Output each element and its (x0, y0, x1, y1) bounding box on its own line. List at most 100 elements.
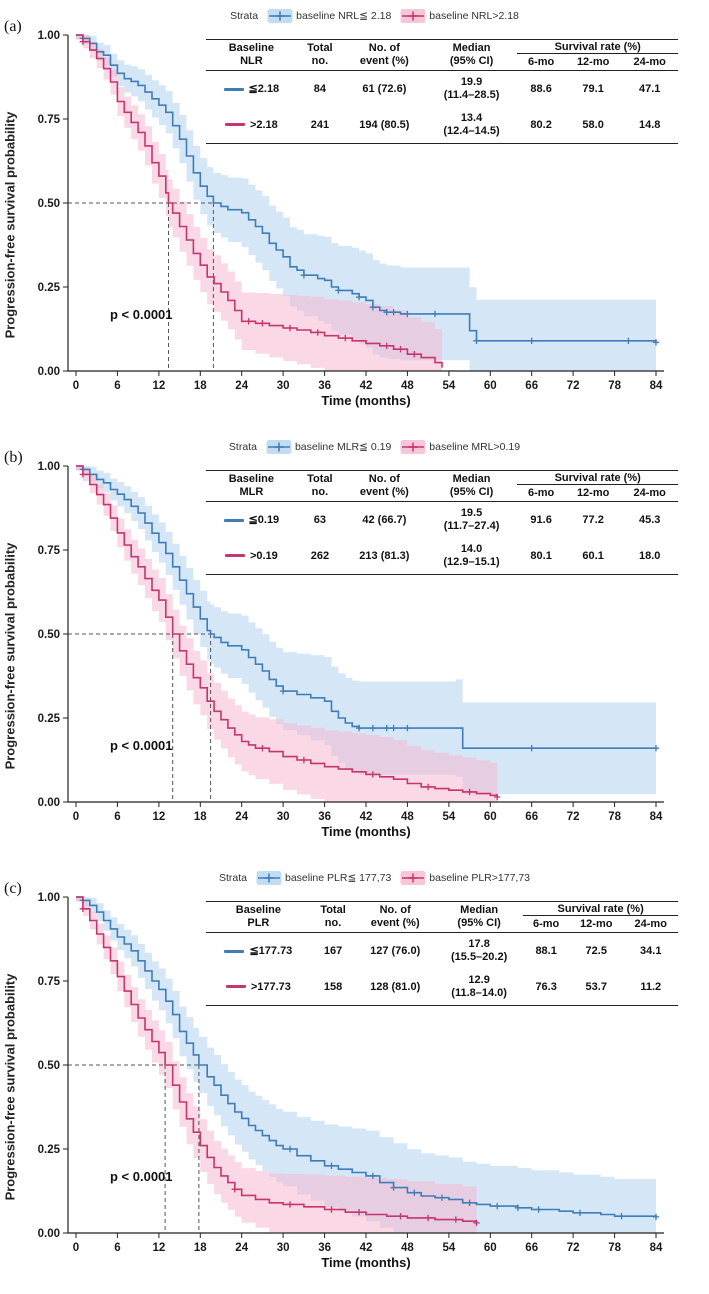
col-header-total: Total no. (320, 904, 346, 929)
summary-table-b: Baseline MLR Total no. No. of event (%) … (206, 470, 678, 575)
km-plot-a: 0 6 12 18 24 30 36 42 48 54 60 66 72 78 84 0.00 0.25 0.50… (38, 30, 664, 408)
col-header-24mo: 24-mo (634, 917, 667, 930)
svg-text:72: 72 (567, 380, 580, 392)
svg-text:0.50: 0.50 (38, 1060, 60, 1072)
events-cell: 194 (80.5) (359, 118, 410, 131)
survival-6mo-cell: 91.6 (530, 513, 552, 526)
col-header-baseline: Baseline MLR (228, 473, 274, 498)
svg-text:24: 24 (235, 1242, 248, 1254)
threshold-cell: >0.19 (206, 538, 297, 574)
svg-text:84: 84 (650, 380, 663, 392)
svg-text:6: 6 (114, 1242, 120, 1254)
panel-a: (a) Strata baseline NRL≦ 2.18 baseline N… (0, 0, 709, 431)
col-header-baseline: Baseline NLR (228, 42, 274, 67)
col-header-median: Median (95% CI) (449, 42, 494, 67)
series-key-line (224, 554, 245, 558)
survival-6mo-cell: 88.6 (530, 82, 552, 95)
svg-text:48: 48 (401, 811, 414, 823)
plot-row: Progression-free survival probability 0 6… (0, 25, 709, 411)
plot-row: Progression-free survival probability 0 6… (0, 887, 709, 1273)
svg-text:84: 84 (650, 811, 663, 823)
series-key-line (223, 88, 244, 91)
panel-c: (c) Strata baseline PLR≦ 177,73 baseline… (0, 862, 709, 1294)
survival-12mo-cell: 72.5 (585, 944, 607, 957)
plot-area: 0 6 12 18 24 30 36 42 48 54 60 66 72 78 84 0.00 0.25 0.50… (24, 887, 684, 1273)
col-header-total: Total no. (307, 473, 333, 498)
threshold-cell: ≦2.18 (206, 70, 297, 106)
legend-key-pink-icon (400, 9, 426, 23)
svg-text:54: 54 (443, 811, 456, 823)
survival-12mo-cell: 60.1 (582, 549, 604, 562)
svg-text:24: 24 (235, 380, 248, 392)
total-cell: 158 (323, 980, 343, 993)
svg-text:24: 24 (235, 811, 248, 823)
survival-24mo-cell: 14.8 (638, 118, 661, 131)
legend-item-label: baseline MRL>0.19 (429, 441, 521, 453)
col-header-median: Median (95% CI) (457, 904, 501, 929)
table-row-high: >0.19 262 213 (81.3) 14.0 (12.9–15.1) 80… (206, 538, 678, 574)
series-key-line (225, 985, 246, 989)
panel-label-a: (a) (4, 18, 22, 35)
legend-key-blue-icon (266, 440, 292, 454)
svg-text:6: 6 (114, 380, 120, 392)
legend-item-label: baseline NRL≦ 2.18 (296, 10, 392, 22)
panel-label-c: (c) (4, 880, 22, 897)
svg-text:42: 42 (360, 380, 373, 392)
legend-key-blue-icon (256, 871, 282, 885)
events-cell: 213 (81.3) (359, 549, 410, 562)
svg-text:66: 66 (525, 811, 538, 823)
table-row-low: ≦177.73 167 127 (76.0) 17.8 (15.5–20.2) … (206, 932, 678, 968)
svg-text:78: 78 (608, 811, 621, 823)
table-row-high: >2.18 241 194 (80.5) 13.4 (12.4–14.5) 80… (206, 107, 678, 143)
svg-text:60: 60 (484, 811, 497, 823)
pvalue-label: p < 0.0001 (110, 1169, 173, 1184)
col-header-24mo: 24-mo (633, 55, 666, 68)
events-cell: 127 (76.0) (370, 944, 421, 957)
series-key-line (223, 519, 244, 522)
legend-b: Strata baseline MLR≦ 0.19 baseline MRL>0… (40, 431, 709, 456)
median-cell: 14.0 (12.9–15.1) (443, 542, 500, 568)
legend-item-low: baseline MLR≦ 0.19 (266, 439, 391, 455)
col-header-6mo: 6-mo (527, 486, 555, 499)
svg-text:78: 78 (608, 1242, 621, 1254)
svg-text:36: 36 (318, 1242, 331, 1254)
svg-text:30: 30 (277, 1242, 290, 1254)
survival-24mo-cell: 45.3 (638, 513, 661, 526)
survival-6mo-cell: 80.1 (530, 549, 552, 562)
svg-text:Time (months): Time (months) (321, 393, 410, 408)
svg-text:1.00: 1.00 (38, 30, 60, 42)
col-header-12mo: 12-mo (580, 917, 613, 930)
svg-text:66: 66 (525, 380, 538, 392)
threshold-cell: ≦177.73 (206, 932, 311, 968)
col-header-24mo: 24-mo (633, 486, 666, 499)
svg-text:84: 84 (650, 1242, 663, 1254)
total-cell: 63 (313, 513, 327, 526)
plot-row: Progression-free survival probability 0 6… (0, 456, 709, 842)
events-cell: 61 (72.6) (362, 82, 407, 95)
table-row-low: ≦0.19 63 42 (66.7) 19.5 (11.7–27.4) 91.6… (206, 501, 678, 537)
svg-text:Time (months): Time (months) (321, 824, 410, 839)
events-cell: 42 (66.7) (362, 513, 407, 526)
col-header-survival-group: Survival rate (%) (517, 39, 678, 55)
legend-key-pink-icon (400, 871, 426, 885)
series-key-line (224, 950, 245, 953)
legend-item-label: baseline PLR>177,73 (429, 872, 531, 884)
col-header-median: Median (95% CI) (449, 473, 494, 498)
svg-text:0.75: 0.75 (38, 545, 61, 557)
survival-24mo-cell: 11.2 (640, 980, 662, 993)
y-axis-title: Progression-free survival probability (2, 111, 18, 339)
svg-text:0.25: 0.25 (38, 713, 61, 725)
total-cell: 241 (310, 118, 330, 131)
svg-text:0: 0 (73, 380, 79, 392)
summary-table-a: Baseline NLR Total no. No. of event (%) … (206, 39, 678, 144)
plot-area: 0 6 12 18 24 30 36 42 48 54 60 66 72 78 84 0.00 0.25 0.50… (24, 25, 684, 411)
legend-title: Strata (230, 10, 259, 22)
svg-text:12: 12 (153, 811, 166, 823)
survival-24mo-cell: 47.1 (638, 82, 661, 95)
summary-table-c: Baseline PLR Total no. No. of event (%) … (206, 901, 678, 1006)
legend-item-label: baseline NRL>2.18 (429, 10, 519, 22)
svg-text:12: 12 (153, 1242, 166, 1254)
legend-item-high: baseline MRL>0.19 (400, 439, 520, 455)
legend-a: Strata baseline NRL≦ 2.18 baseline NRL>2… (40, 0, 709, 25)
col-header-survival-group: Survival rate (%) (523, 901, 678, 917)
